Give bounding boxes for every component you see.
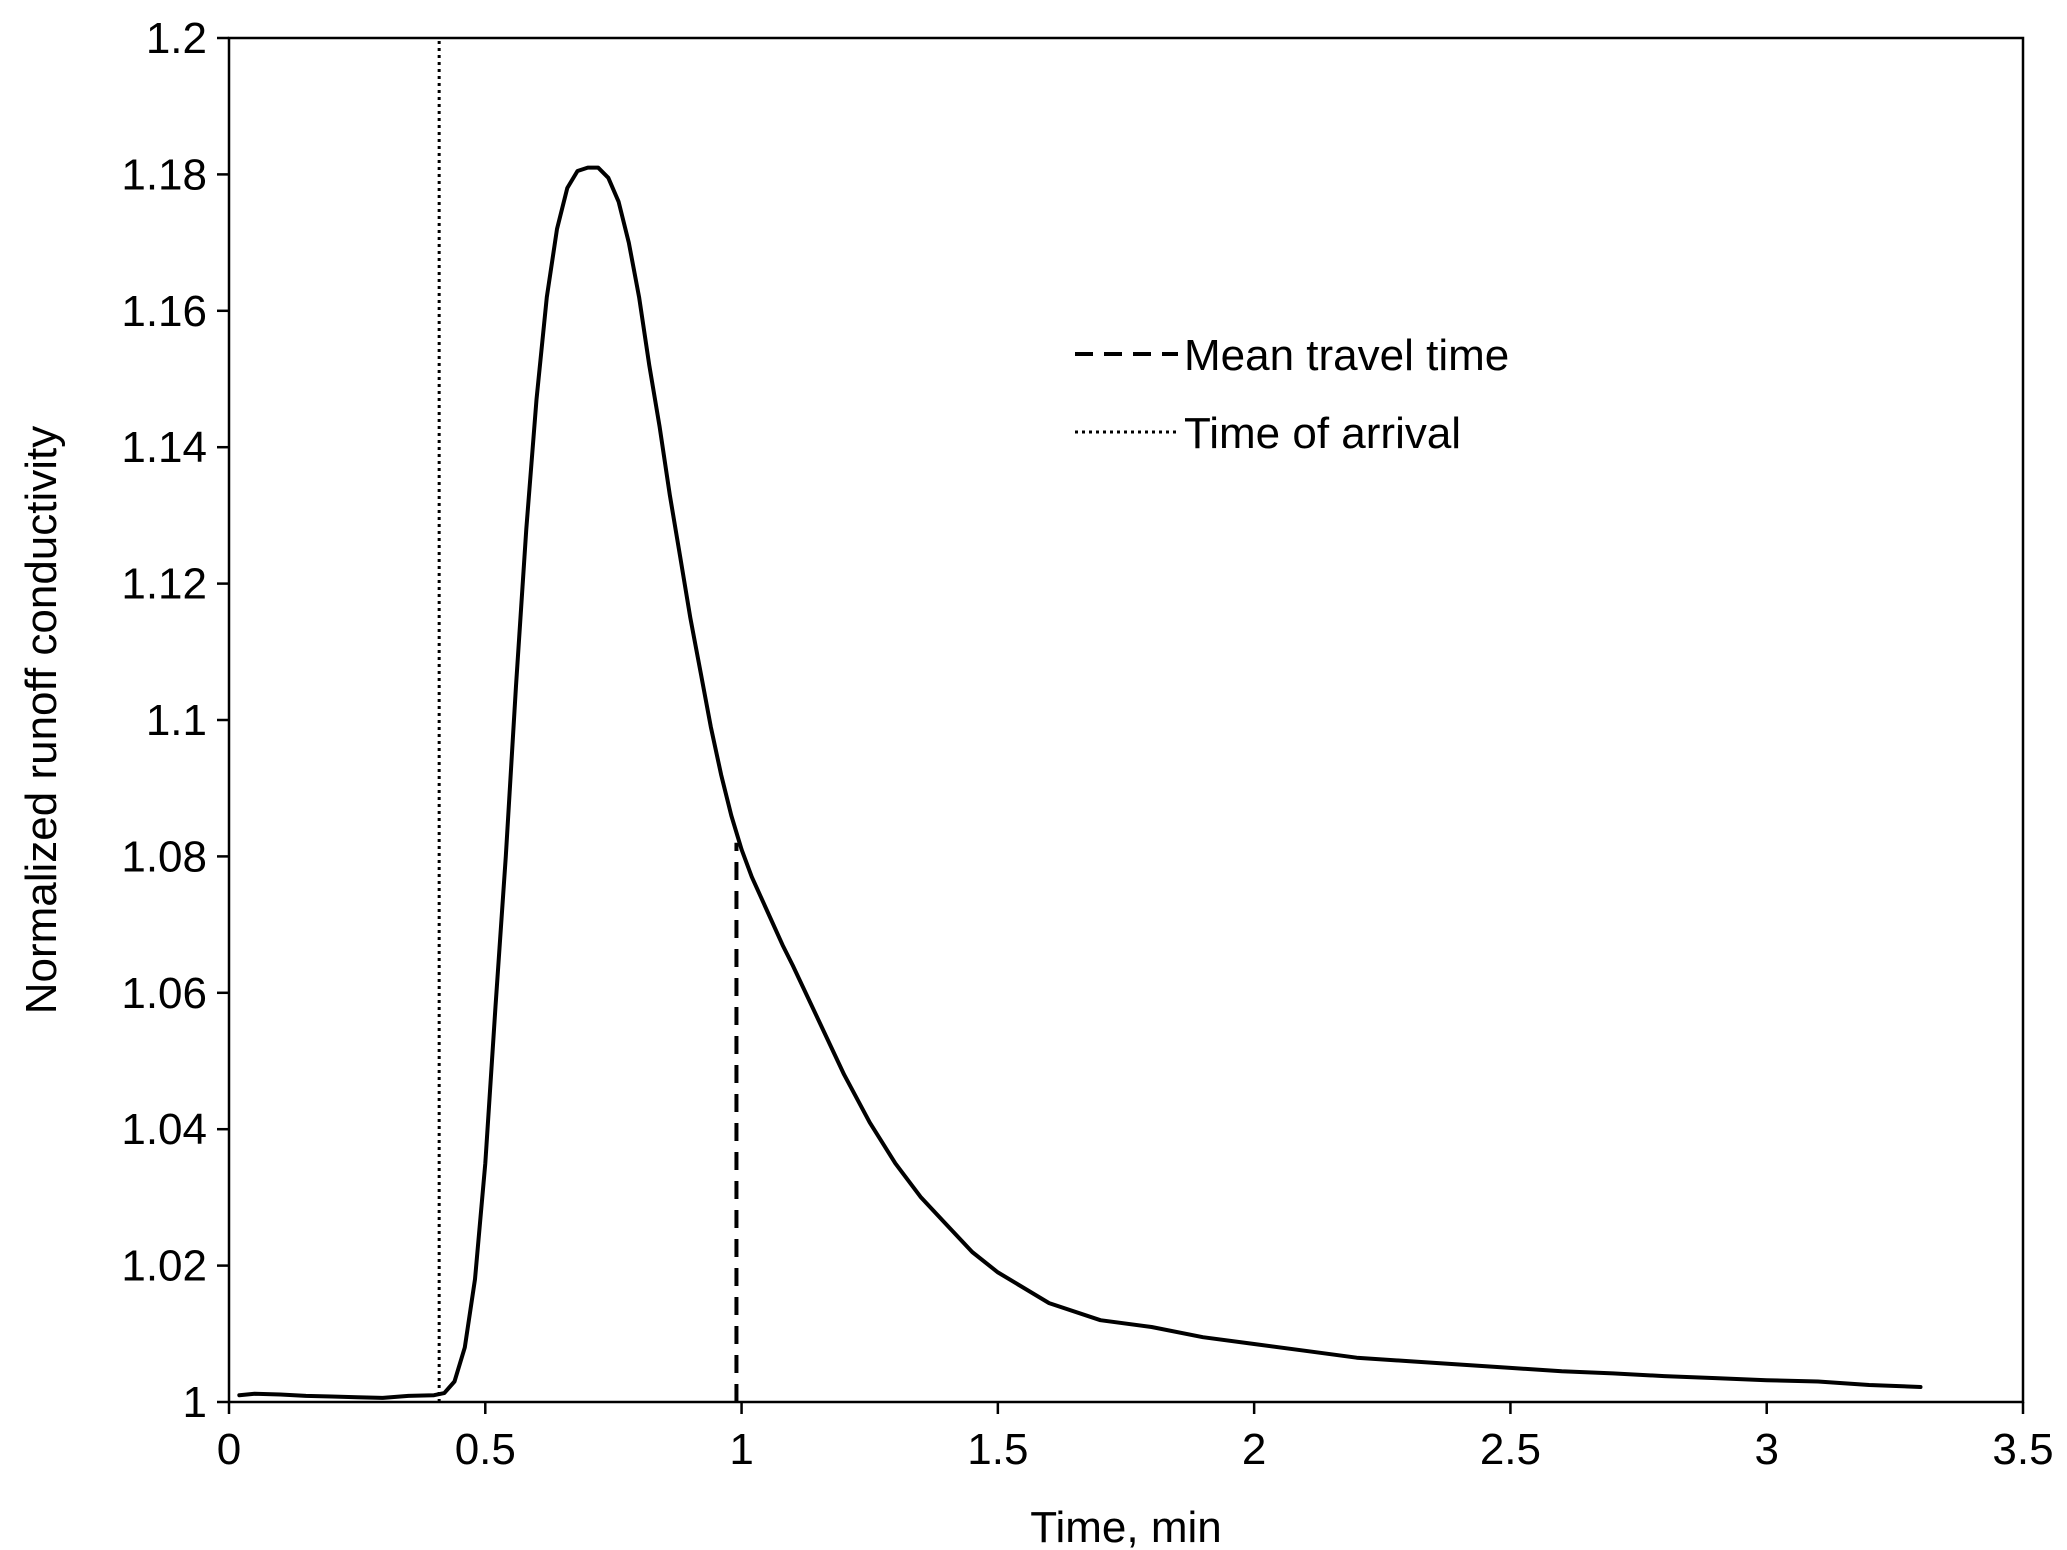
x-tick-label: 0: [217, 1425, 241, 1474]
x-tick-label: 0.5: [455, 1425, 516, 1474]
x-tick-label: 3: [1754, 1425, 1778, 1474]
y-tick-label: 1.2: [146, 14, 207, 63]
y-tick-label: 1.06: [121, 969, 207, 1018]
y-tick-label: 1.08: [121, 832, 207, 881]
y-axis-label: Normalized runoff conductivity: [17, 426, 66, 1015]
plot-frame: [227, 36, 2025, 1404]
y-tick-label: 1.14: [121, 423, 207, 472]
y-tick-label: 1.02: [121, 1242, 207, 1291]
x-tick-label: 2.5: [1480, 1425, 1541, 1474]
y-tick-label: 1.1: [146, 696, 207, 745]
y-tick-label: 1.18: [121, 150, 207, 199]
x-axis: 0 0.5 1 1.5 2 2.5 3 3.5: [217, 1402, 2054, 1474]
x-tick-label: 2: [1242, 1425, 1266, 1474]
marker-lines: [437, 38, 739, 1402]
conductivity-series-line: [237, 165, 1923, 1400]
plot-area: [227, 36, 2025, 1404]
x-axis-label: Time, min: [1030, 1503, 1222, 1550]
legend-label-time-of-arrival: Time of arrival: [1184, 409, 1461, 458]
legend: Mean travel time Time of arrival: [1075, 331, 1509, 458]
y-axis: 1 1.02 1.04 1.06 1.08 1.1 1.12 1.14 1.16 1.18 1.2: [121, 14, 229, 1427]
y-tick-label: 1.16: [121, 287, 207, 336]
x-tick-label: 1.5: [967, 1425, 1028, 1474]
x-tick-label: 1: [729, 1425, 753, 1474]
legend-label-mean-travel-time: Mean travel time: [1184, 331, 1509, 380]
y-tick-label: 1: [183, 1378, 207, 1427]
series-layer: [237, 165, 1923, 1400]
y-tick-label: 1.12: [121, 560, 207, 609]
x-tick-label: 3.5: [1992, 1425, 2053, 1474]
y-tick-label: 1.04: [121, 1105, 207, 1154]
